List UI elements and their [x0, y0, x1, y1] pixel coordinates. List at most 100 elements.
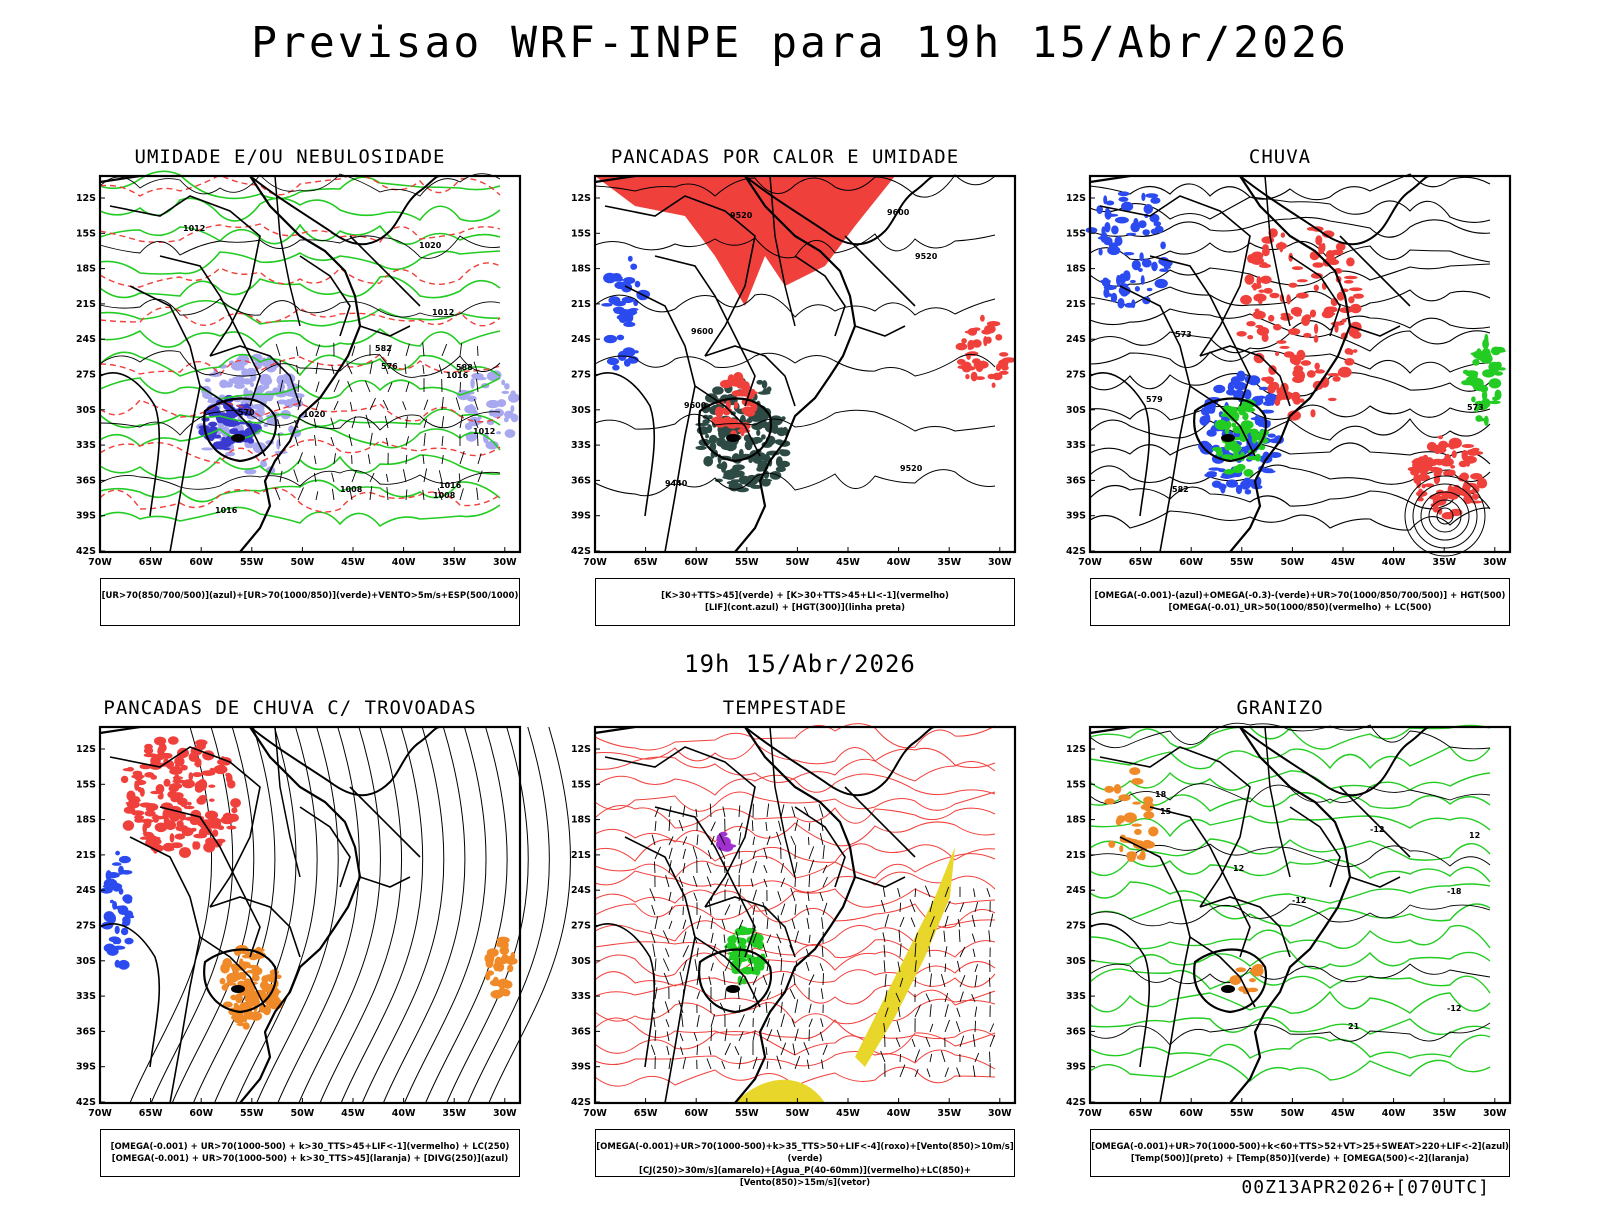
lifted-index-contour	[628, 256, 633, 262]
instability-area	[995, 334, 1002, 340]
lat-tick-label: 12S	[76, 744, 96, 755]
wind-vector	[930, 1054, 932, 1062]
wind-vector	[791, 836, 795, 845]
instability-area	[715, 407, 724, 418]
lon-tick-label: 70W	[1078, 557, 1102, 568]
lat-tick-label: 36S	[571, 1026, 591, 1037]
divergence-area	[113, 946, 126, 950]
lat-tick-label: 15S	[76, 779, 96, 790]
lat-tick-label: 21S	[1066, 299, 1086, 310]
lat-tick-label: 36S	[76, 1026, 96, 1037]
omega-area	[1226, 479, 1238, 487]
map-chuva: 57357958257312S15S18S21S24S27S30S33S36S3…	[1090, 176, 1510, 552]
omega-area	[1144, 204, 1154, 214]
omega-area	[1115, 217, 1129, 224]
wind-vector	[735, 1046, 739, 1055]
jet-stream-area	[855, 847, 955, 1067]
wind-vector	[915, 888, 916, 897]
state-border	[705, 897, 795, 957]
humidity-upper-shade	[277, 375, 286, 385]
lat-tick-label: 12S	[76, 193, 96, 204]
wind-vector	[368, 454, 370, 464]
wind-vector	[697, 835, 698, 845]
wind-vector	[474, 362, 478, 374]
shower-area	[508, 956, 513, 964]
wind-vector	[697, 1045, 698, 1055]
wind-850-area	[738, 976, 743, 986]
rain-area	[1431, 459, 1444, 465]
lat-tick-label: 24S	[76, 334, 96, 345]
rain-area	[1255, 309, 1260, 313]
lon-tick-label: 70W	[583, 557, 607, 568]
rain-area	[1327, 373, 1340, 376]
state-border	[130, 837, 200, 1103]
wind-vector	[403, 401, 406, 410]
omega-500-area	[1254, 964, 1263, 970]
strong-omega-area	[1247, 456, 1258, 460]
wind-vector	[683, 920, 686, 929]
wind-vector	[929, 946, 930, 957]
wind-vector	[739, 1031, 743, 1041]
contour-label: 573	[1467, 403, 1484, 412]
lifted-index-contour	[612, 365, 619, 371]
rain-area	[1315, 369, 1325, 373]
rain-area	[1280, 316, 1292, 321]
thunderstorm-area	[179, 847, 191, 858]
rain-area	[1279, 346, 1289, 349]
state-border	[1090, 373, 1149, 516]
thunderstorm-area	[157, 752, 168, 758]
thunderstorm-area	[205, 811, 218, 820]
rain-area	[1275, 352, 1279, 357]
state-border	[595, 373, 654, 516]
thunderstorm-area	[208, 785, 215, 788]
wind-vector	[679, 820, 683, 831]
wind-vector	[823, 973, 824, 985]
omega-area	[1123, 270, 1130, 280]
wind-vector	[406, 436, 409, 446]
convective-area	[705, 434, 709, 438]
lon-tick-label: 40W	[392, 557, 416, 568]
humidity-upper-shade	[471, 373, 483, 379]
wind-vector	[795, 820, 798, 831]
shower-area	[239, 961, 251, 966]
wind-vector	[777, 832, 782, 845]
omega-500-area	[1134, 829, 1142, 835]
wind-vector	[779, 821, 782, 831]
lat-tick-label: 42S	[76, 546, 96, 557]
divergence-area	[119, 888, 124, 895]
lat-tick-label: 30S	[1066, 405, 1086, 416]
legend-box: [OMEGA(-0.001)+UR>70(1000-500)+k<60+TTS>…	[1090, 1129, 1510, 1177]
lon-tick-label: 40W	[887, 1108, 911, 1119]
wind-vector	[900, 1065, 905, 1077]
rain-area	[1472, 448, 1480, 451]
legend-line: [OMEGA(-0.001)-(azul)+OMEGA(-0.3)-(verde…	[1091, 590, 1509, 602]
lat-tick-label: 33S	[76, 991, 96, 1002]
contour-label: 588	[456, 363, 473, 372]
wind-vector	[823, 1045, 827, 1055]
legend-box: [OMEGA(-0.001)-(azul)+OMEGA(-0.3)-(verde…	[1090, 578, 1510, 626]
legend-box: [OMEGA(-0.001)+UR>70(1000-500)+k>35_TTS>…	[595, 1129, 1015, 1177]
divergence-area	[110, 900, 114, 904]
wind-vector	[806, 962, 809, 971]
convective-area	[762, 388, 770, 394]
wind-vector	[680, 1033, 683, 1041]
legend-box: [K>30+TTS>45](verde) + [K>30+TTS>45+LI<-…	[595, 578, 1015, 626]
state-border	[625, 286, 695, 552]
temp-850-contour	[1090, 992, 1490, 1013]
field-layer	[100, 727, 570, 1103]
contour-label: 1008	[433, 491, 456, 500]
wind-vector	[960, 1036, 964, 1047]
contour-label: 9600	[887, 208, 910, 217]
strong-omega-area	[1484, 416, 1489, 426]
wind-vector	[296, 347, 298, 357]
humidity-core	[209, 436, 214, 441]
panel-title: TEMPESTADE	[545, 697, 1025, 719]
wind-vector	[406, 382, 409, 392]
omega-area	[1155, 279, 1168, 288]
wind-vector	[460, 488, 463, 500]
wind-vector	[386, 474, 388, 482]
wind-vector	[314, 456, 316, 464]
convective-area	[729, 472, 742, 478]
omega-area	[1130, 280, 1136, 283]
